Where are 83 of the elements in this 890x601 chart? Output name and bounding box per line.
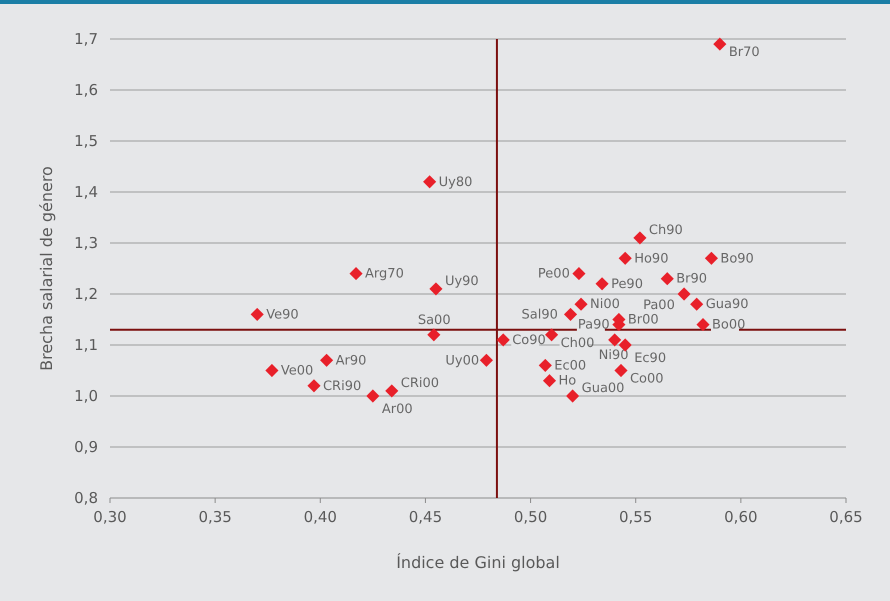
point xyxy=(608,333,622,346)
annotation: Ni90 xyxy=(598,348,629,363)
annotation: Co90 xyxy=(512,332,546,348)
point xyxy=(704,252,718,265)
point xyxy=(423,175,436,188)
y-tick-label: 1,4 xyxy=(74,183,98,201)
point xyxy=(596,277,609,290)
point xyxy=(660,272,674,286)
annotation: Ho90 xyxy=(634,251,668,266)
x-tick-label: 0,40 xyxy=(304,508,337,526)
y-tick-label: 1,5 xyxy=(74,132,98,150)
annotation: Gua90 xyxy=(706,297,749,312)
point xyxy=(480,354,493,367)
annotation: CRi00 xyxy=(400,376,440,391)
point xyxy=(250,308,264,321)
x-axis-title: Índice de Gini global xyxy=(396,553,560,572)
annotation: Ch90 xyxy=(648,222,683,238)
x-tick-label: 0,60 xyxy=(724,508,758,526)
annotation: Ho xyxy=(558,374,576,389)
annotation: Ec90 xyxy=(634,351,666,366)
x-tick-label: 0,65 xyxy=(829,508,863,526)
annotation: CRi90 xyxy=(322,378,362,394)
point xyxy=(545,328,558,342)
x-tick-label: 0,55 xyxy=(619,508,652,526)
point xyxy=(265,364,278,378)
point xyxy=(366,389,380,403)
y-tick-label: 0,8 xyxy=(74,489,98,507)
annotation: Pe00 xyxy=(538,266,570,282)
annotation: Pa00 xyxy=(643,298,675,313)
point xyxy=(429,282,443,296)
annotation: Arg70 xyxy=(365,266,404,282)
annotation: Sa00 xyxy=(418,312,451,328)
y-tick-label: 1,7 xyxy=(74,30,98,48)
annotation: Br00 xyxy=(628,312,659,328)
annotation: Co00 xyxy=(630,372,664,386)
annotation: Bo00 xyxy=(712,318,746,333)
point xyxy=(713,38,726,51)
annotation: Ni00 xyxy=(590,297,620,312)
y-tick-label: 0,9 xyxy=(74,438,98,456)
point xyxy=(538,358,552,372)
point xyxy=(572,267,586,280)
point xyxy=(307,379,321,392)
point xyxy=(574,298,588,311)
point xyxy=(566,389,580,403)
y-tick-label: 1,3 xyxy=(74,234,98,252)
annotation: Ar00 xyxy=(382,402,413,417)
point xyxy=(542,374,556,388)
point xyxy=(427,328,440,342)
annotation: Uy80 xyxy=(438,174,472,190)
annotation: Ve00 xyxy=(280,364,314,378)
point xyxy=(385,384,398,398)
y-tick-label: 1,2 xyxy=(74,285,98,303)
annotation: Ch00 xyxy=(560,336,594,351)
point xyxy=(349,267,363,280)
x-tick-label: 0,45 xyxy=(408,508,442,526)
y-tick-label: 1,1 xyxy=(74,336,98,354)
annotation: Br90 xyxy=(676,272,708,287)
annotation: Uy90 xyxy=(444,274,479,289)
annotation: Gua00 xyxy=(582,381,624,396)
x-tick-label: 0,30 xyxy=(93,508,127,526)
point xyxy=(618,252,632,265)
annotation: Pe90 xyxy=(611,276,643,292)
point xyxy=(614,364,628,378)
point xyxy=(564,308,578,321)
y-tick-label: 1,6 xyxy=(74,81,98,99)
point xyxy=(496,333,510,346)
annotation: Pa90 xyxy=(578,318,610,333)
annotation: Br70 xyxy=(728,45,760,60)
point xyxy=(690,298,704,311)
point xyxy=(678,287,691,301)
y-tick-label: 1,0 xyxy=(74,387,98,405)
annotation: Ec00 xyxy=(554,358,586,374)
point xyxy=(633,231,646,244)
annotation: Uy00 xyxy=(445,353,480,368)
annotation: Sal90 xyxy=(522,307,558,322)
annotation: Ve90 xyxy=(266,307,299,322)
x-tick-label: 0,35 xyxy=(198,508,232,526)
y-axis-title: Brecha salarial de género xyxy=(37,166,56,371)
point xyxy=(320,354,334,367)
annotation: Bo90 xyxy=(720,251,754,266)
point xyxy=(696,318,710,332)
x-tick-label: 0,50 xyxy=(514,508,548,526)
annotation: Ar90 xyxy=(336,353,366,368)
